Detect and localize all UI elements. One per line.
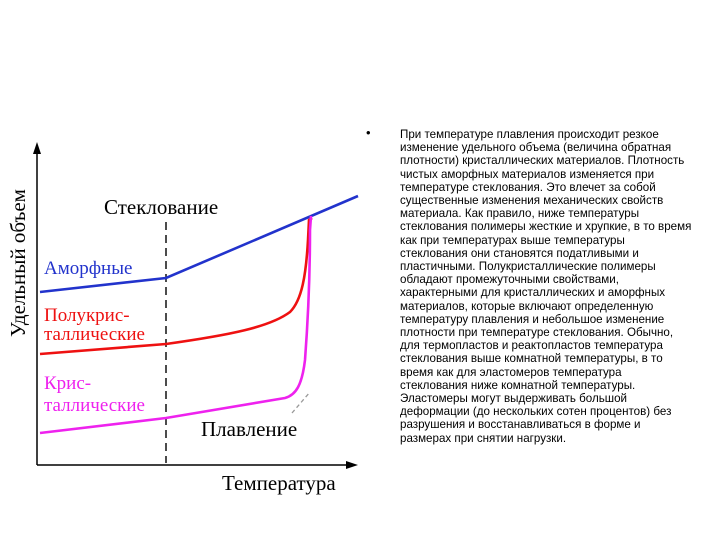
melting-pointer-line [291, 391, 311, 414]
series-line-amorphous [39, 194, 359, 294]
explanation-paragraph: При температуре плавления происходит рез… [400, 128, 692, 445]
series-label-crystalline-line2: таллические [44, 395, 145, 416]
x-axis-label: Температура [222, 471, 336, 495]
volume-temperature-diagram: Удельный объем Температура Стеклование П… [6, 142, 359, 495]
series-line-crystalline [39, 215, 313, 435]
series-line-semicrystalline [39, 216, 313, 356]
glass-transition-label: Стеклование [104, 195, 218, 219]
y-axis-label: Удельный объем [6, 189, 30, 337]
bullet-marker: • [366, 125, 371, 140]
series-label-semicrystalline-line1: Полукрис- [44, 305, 130, 326]
series-label-amorphous: Аморфные [44, 258, 132, 279]
series-label-crystalline-line1: Крис- [44, 373, 91, 394]
x-axis-arrow [346, 461, 358, 469]
melting-label: Плавление [201, 417, 297, 441]
y-axis-arrow [33, 142, 41, 154]
series-label-semicrystalline-line2: таллические [44, 324, 145, 345]
